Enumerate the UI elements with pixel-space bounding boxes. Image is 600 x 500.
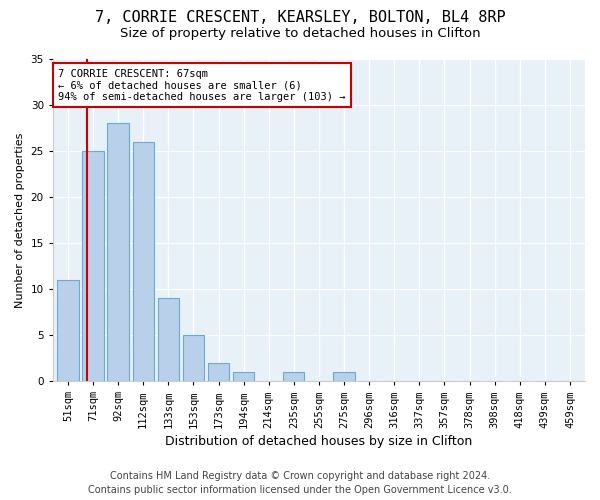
Bar: [183, 335, 204, 381]
Y-axis label: Number of detached properties: Number of detached properties: [15, 132, 25, 308]
Text: 7 CORRIE CRESCENT: 67sqm
← 6% of detached houses are smaller (6)
94% of semi-det: 7 CORRIE CRESCENT: 67sqm ← 6% of detache…: [58, 68, 346, 102]
Bar: [57, 280, 79, 381]
Bar: [107, 124, 129, 381]
Text: Contains HM Land Registry data © Crown copyright and database right 2024.
Contai: Contains HM Land Registry data © Crown c…: [88, 471, 512, 495]
Bar: [158, 298, 179, 381]
X-axis label: Distribution of detached houses by size in Clifton: Distribution of detached houses by size …: [165, 434, 473, 448]
Text: 7, CORRIE CRESCENT, KEARSLEY, BOLTON, BL4 8RP: 7, CORRIE CRESCENT, KEARSLEY, BOLTON, BL…: [95, 10, 505, 25]
Text: Size of property relative to detached houses in Clifton: Size of property relative to detached ho…: [119, 28, 481, 40]
Bar: [82, 151, 104, 381]
Bar: [233, 372, 254, 381]
Bar: [133, 142, 154, 381]
Bar: [334, 372, 355, 381]
Bar: [283, 372, 304, 381]
Bar: [208, 362, 229, 381]
